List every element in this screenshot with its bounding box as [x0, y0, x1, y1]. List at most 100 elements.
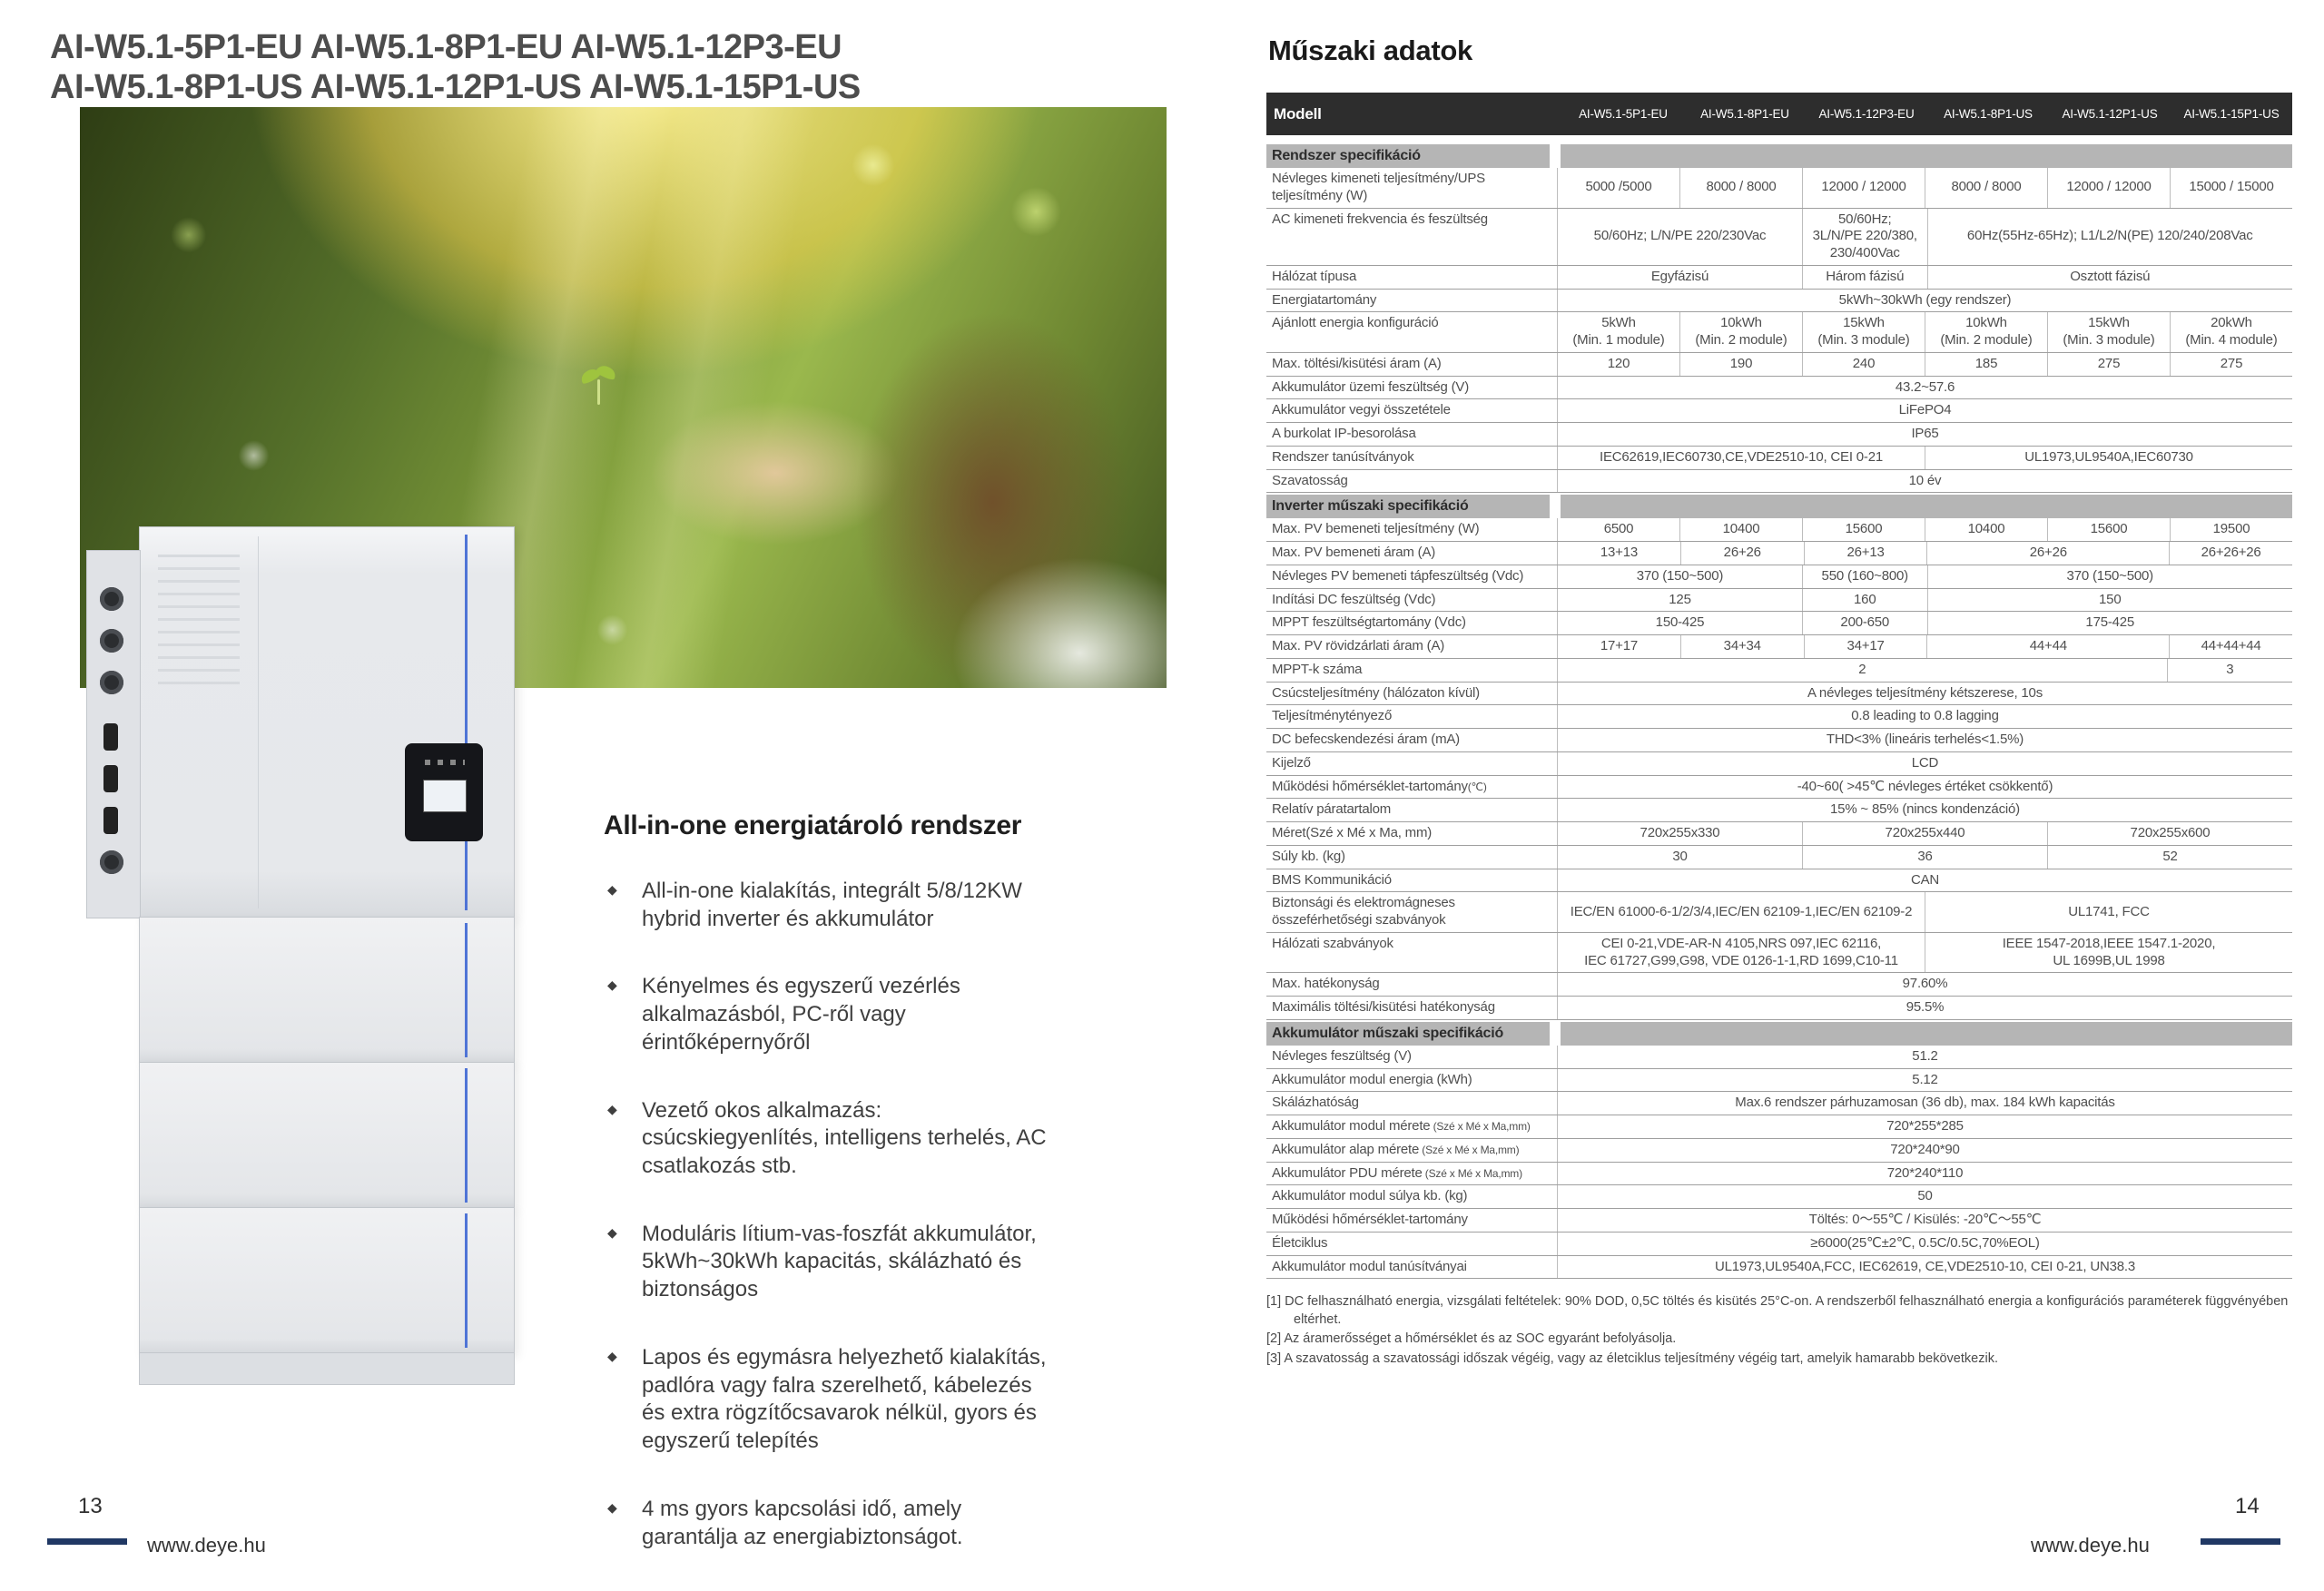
table-row: Max. töltési/kisütési áram (A) 120 190 240 1… [1266, 352, 2292, 377]
feature-list: All-in-one kialakítás, integrált 5/8/12K… [604, 878, 1058, 1551]
spec-table: Modell AI-W5.1-5P1-EU AI-W5.1-8P1-EU AI-W5… [1266, 93, 2293, 1280]
battery-module [139, 1207, 515, 1354]
table-cell: 120 [1557, 352, 1679, 376]
table-row: DC befecskendezési áram (mA) THD<3% (line… [1266, 729, 2292, 752]
battery-module [139, 1062, 515, 1209]
table-cell: 275 [2047, 352, 2170, 376]
table-cell: ≥6000(25℃±2℃, 0.5C/0.5C,70%EOL) [1557, 1232, 2292, 1255]
row-label: Csúcsteljesítmény (hálózaton kívül) [1272, 684, 1480, 701]
table-row: Akkumulátor alap mérete (Szé x Mé x Ma,m… [1266, 1138, 2292, 1163]
row-label: Akkumulátor üzemi feszültség (V) [1272, 378, 1470, 395]
website-link-left[interactable]: www.deye.hu [147, 1534, 266, 1557]
table-cell: IEC/EN 61000-6-1/2/3/4,IEC/EN 62109-1,IE… [1557, 892, 1925, 932]
row-label: MPPT feszültségtartomány (Vdc) [1272, 614, 1466, 631]
table-cell: UL1741, FCC [1925, 892, 2292, 932]
table-cell: 2 [1557, 658, 2167, 682]
table-cell: 15% ~ 85% (nincs kondenzáció) [1557, 799, 2292, 821]
table-cell: IEC62619,IEC60730,CE,VDE2510-10, CEI 0-2… [1557, 446, 1925, 469]
table-row: Életciklus ≥6000(25℃±2℃, 0.5C/0.5C,70%EOL… [1266, 1232, 2292, 1256]
table-cell: 720*240*90 [1557, 1138, 2292, 1162]
table-row: Akkumulátor modul súlya kb. (kg) 50 [1266, 1185, 2292, 1209]
feature-bullet: Kényelmes és egyszerű vezérlés alkalmazá… [604, 973, 1058, 1056]
table-cell: 52 [2047, 845, 2292, 869]
table-cell: 5000 /5000 [1557, 168, 1679, 208]
table-row: Maximális töltési/kisütési hatékonyság 95… [1266, 997, 2292, 1020]
section-header-row: Inverter műszaki specifikáció [1266, 495, 2292, 519]
table-cell: 720*240*110 [1557, 1162, 2292, 1185]
row-label: Névleges kimeneti teljesítmény/UPS telje… [1272, 171, 1485, 203]
table-cell: Egyfázisú [1557, 265, 1802, 289]
website-link-right[interactable]: www.deye.hu [2031, 1534, 2150, 1557]
table-cell: 150-425 [1557, 612, 1802, 634]
table-row: Névleges feszültség (V) 51.2 [1266, 1045, 2292, 1069]
table-row: Akkumulátor modul energia (kWh) 5.12 [1266, 1068, 2292, 1093]
product-image [86, 526, 517, 1420]
table-cell: 12000 / 12000 [2047, 168, 2170, 208]
table-cell: 15kWh (Min. 3 module) [2047, 312, 2170, 352]
table-cell: IP65 [1557, 423, 2292, 446]
table-row: Súly kb. (kg) 30 36 52 [1266, 845, 2292, 869]
table-row: Névleges PV bemeneti tápfeszültség (Vdc)… [1266, 565, 2292, 589]
footnote: [2] Az áramerősséget a hőmérséklet és az… [1266, 1331, 1677, 1347]
table-row: BMS Kommunikáció CAN [1266, 869, 2292, 893]
table-cell: 51.2 [1557, 1045, 2292, 1068]
footer-line-right [2201, 1538, 2280, 1545]
footnotes: [1] DC felhasználható energia, vizsgálat… [1266, 1293, 2306, 1368]
row-label: Energiatartomány [1272, 291, 1377, 308]
table-cell: 44+44+44 [2169, 635, 2292, 658]
table-cell: 160 [1802, 588, 1927, 612]
table-row: Akkumulátor vegyi összetétele LiFePO4 [1266, 399, 2292, 423]
row-label: DC befecskendezési áram (mA) [1272, 732, 1460, 747]
table-cell: 34+17 [1803, 635, 1927, 658]
table-cell: 240 [1802, 352, 1925, 376]
table-cell: 50/60Hz; L/N/PE 220/230Vac [1557, 208, 1802, 265]
row-label: Akkumulátor alap mérete (Szé x Mé x Ma,m… [1272, 1141, 1520, 1157]
row-label: Akkumulátor PDU mérete (Szé x Mé x Ma,mm… [1272, 1164, 1522, 1181]
table-cell: CEI 0-21,VDE-AR-N 4105,NRS 097,IEC 62116… [1557, 932, 1925, 973]
table-row: Akkumulátor modul mérete (Szé x Mé x Ma,… [1266, 1115, 2292, 1139]
table-cell: 60Hz(55Hz-65Hz); L1/L2/N(PE) 120/240/208… [1926, 208, 2293, 265]
table-cell: Osztott fázisú [1926, 265, 2293, 289]
table-cell: 720*255*285 [1557, 1115, 2292, 1138]
table-cell: 720x255x600 [2047, 822, 2292, 845]
battery-module [139, 917, 515, 1064]
table-cell: 26+26+26 [2169, 542, 2292, 565]
table-cell: 20kWh (Min. 4 module) [2170, 312, 2292, 352]
table-row: Működési hőmérséklet-tartomány(℃) -40~60(… [1266, 775, 2292, 800]
table-cell: 19500 [2170, 518, 2292, 541]
table-row: Max. PV rövidzárlati áram (A) 17+17 34+34 3… [1266, 635, 2292, 659]
row-label: Maximális töltési/kisütési hatékonyság [1272, 999, 1495, 1015]
table-row: Skálázhatóság Max.6 rendszer párhuzamosan… [1266, 1092, 2292, 1115]
feature-bullet: Vezető okos alkalmazás: csúcskiegyenlíté… [604, 1097, 1058, 1181]
table-cell: 8000 / 8000 [1679, 168, 1802, 208]
table-cell: 10kWh (Min. 2 module) [1925, 312, 2047, 352]
table-cell: THD<3% (lineáris terhelés<1.5%) [1557, 729, 2292, 751]
table-cell: 150 [1926, 588, 2293, 612]
table-cell: Töltés: 0～55℃ / Kisülés: -20℃～55℃ [1557, 1209, 2292, 1232]
table-cell: -40~60( >45℃ névleges értéket csökkentő) [1557, 775, 2292, 799]
row-label: Rendszer tanúsítványok [1272, 448, 1414, 465]
model-column-header: AI-W5.1-12P1-US [2062, 107, 2158, 121]
table-row: Energiatartomány 5kWh~30kWh (egy rendszer… [1266, 289, 2292, 313]
page-title-line1: AI-W5.1-5P1-EU AI-W5.1-8P1-EU AI-W5.1-12… [50, 28, 842, 66]
table-row: MPPT feszültségtartomány (Vdc) 150-425 200… [1266, 612, 2292, 635]
table-row: Teljesítménytényező 0.8 leading to 0.8 la… [1266, 705, 2292, 729]
table-row: Működési hőmérséklet-tartomány Töltés: 0～… [1266, 1209, 2292, 1233]
inverter-display [405, 743, 483, 841]
row-label: BMS Kommunikáció [1272, 871, 1392, 888]
table-cell: 5kWh~30kWh (egy rendszer) [1557, 289, 2292, 312]
row-label: Hálózat típusa [1272, 268, 1357, 284]
row-label: Kijelző [1272, 754, 1311, 771]
table-cell: 26+13 [1803, 542, 1927, 565]
page-title: AI-W5.1-5P1-EU AI-W5.1-8P1-EU AI-W5.1-12… [50, 27, 1212, 107]
table-cell: UL1973,UL9540A,FCC, IEC62619, CE,VDE2510… [1557, 1255, 2292, 1279]
row-label: Névleges feszültség (V) [1272, 1047, 1412, 1064]
table-cell: 125 [1557, 588, 1802, 612]
table-cell: 5.12 [1557, 1068, 2292, 1092]
row-label: Életciklus [1272, 1234, 1328, 1251]
model-column-header: AI-W5.1-12P3-EU [1818, 107, 1915, 121]
row-label: Max. PV rövidzárlati áram (A) [1272, 638, 1445, 653]
table-cell: 550 (160~800) [1802, 565, 1927, 588]
table-row: AC kimeneti frekvencia és feszültség 50/6… [1266, 208, 2293, 266]
table-cell: 36 [1802, 845, 2047, 869]
